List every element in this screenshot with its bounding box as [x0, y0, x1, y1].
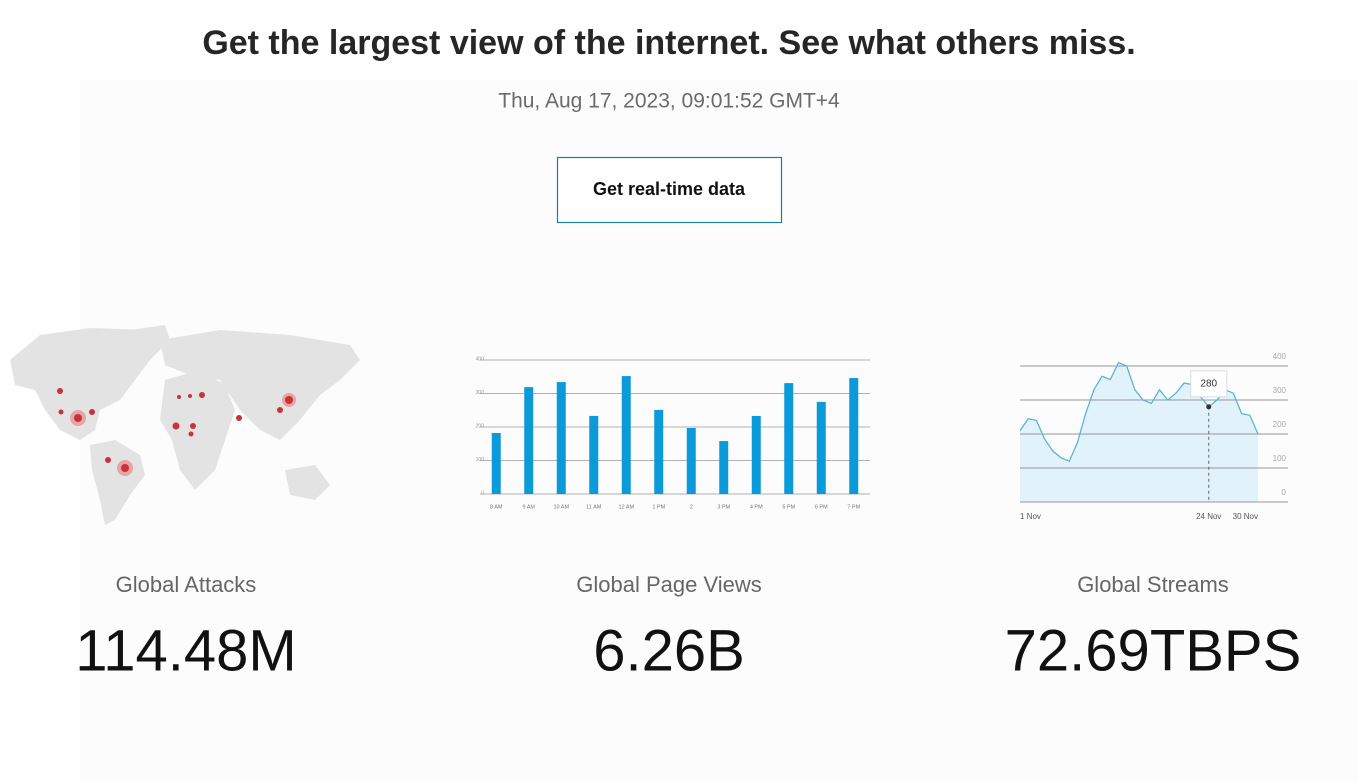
button-frame[interactable] — [556, 156, 783, 224]
x-tick-label: 4 PM — [750, 504, 763, 510]
africa — [160, 370, 235, 490]
bar — [556, 382, 566, 494]
y-tick-label: 200 — [476, 423, 485, 429]
bar — [784, 383, 794, 494]
south-america — [90, 440, 145, 525]
north-america — [10, 328, 165, 440]
x-tick-label: 8 AM — [490, 504, 503, 510]
stat-value: 72.69TBPS — [1005, 618, 1302, 683]
bar — [719, 441, 729, 494]
dot — [199, 392, 205, 398]
dot — [57, 388, 63, 394]
stat-value: 6.26B — [593, 618, 745, 683]
area-line — [1019, 361, 1259, 463]
bar — [849, 378, 859, 494]
dot — [236, 415, 242, 421]
x-tick-label: 7 PM — [847, 504, 860, 510]
bar — [816, 401, 826, 494]
dot — [121, 464, 129, 472]
x-tick-label: 1 PM — [652, 504, 665, 510]
hover-point — [1206, 404, 1212, 410]
x-tick-label: 2 — [690, 504, 693, 510]
stat-label: Global Attacks — [116, 572, 257, 597]
dot — [188, 394, 192, 398]
dot — [105, 457, 111, 463]
dot — [277, 407, 283, 413]
x-tick-label: 3 PM — [717, 504, 730, 510]
x-tick-label: 24 Nov — [1196, 512, 1221, 521]
tooltip — [1190, 370, 1228, 398]
x-tick-label: 12 AM — [618, 504, 634, 510]
australia — [285, 465, 330, 500]
dot — [177, 395, 181, 399]
stat-value: 114.48M — [75, 618, 296, 683]
bar — [589, 415, 599, 494]
y-tick-label: 400 — [1273, 352, 1287, 361]
bar — [654, 409, 664, 494]
stat-label: Global Streams — [1077, 572, 1229, 597]
x-tick-label: 1 Nov — [1020, 512, 1041, 521]
dot — [190, 423, 196, 429]
area-fill — [1020, 362, 1258, 502]
bar — [751, 415, 761, 494]
dot — [188, 431, 194, 437]
y-tick-label: 200 — [1273, 420, 1287, 429]
eurasia — [160, 330, 360, 440]
bar — [621, 376, 631, 494]
y-tick-label: 300 — [476, 390, 485, 396]
x-tick-label: 6 PM — [815, 504, 828, 510]
y-tick-label: 0 — [1282, 488, 1287, 497]
title: Get the largest view of the internet. Se… — [202, 24, 1135, 62]
dot — [74, 414, 82, 422]
dot — [172, 422, 180, 430]
bar — [491, 433, 501, 494]
y-tick-label: 100 — [476, 457, 485, 463]
world-map — [10, 325, 360, 525]
stat-label: Global Page Views — [576, 572, 762, 597]
x-tick-label: 5 PM — [782, 504, 795, 510]
bar — [524, 387, 534, 494]
dot — [285, 396, 293, 404]
dot — [89, 409, 95, 415]
y-tick-label: 300 — [1273, 386, 1287, 395]
bar — [686, 428, 696, 494]
tooltip-value: 280 — [1200, 378, 1217, 389]
attack-dots — [57, 388, 296, 476]
y-tick-label: 0 — [481, 490, 484, 496]
y-tick-label: 400 — [476, 356, 485, 362]
timestamp: Thu, Aug 17, 2023, 09:01:52 GMT+4 — [498, 90, 840, 113]
y-tick-label: 100 — [1273, 454, 1287, 463]
x-tick-label: 9 AM — [522, 504, 535, 510]
greenland — [130, 325, 170, 345]
x-tick-label: 30 Nov — [1233, 512, 1258, 521]
button-label[interactable]: Get real-time data — [593, 179, 746, 199]
dot — [58, 409, 64, 415]
x-tick-label: 10 AM — [553, 504, 569, 510]
x-tick-label: 11 AM — [586, 504, 602, 510]
cta-button[interactable]: Get real-time data — [556, 156, 783, 224]
